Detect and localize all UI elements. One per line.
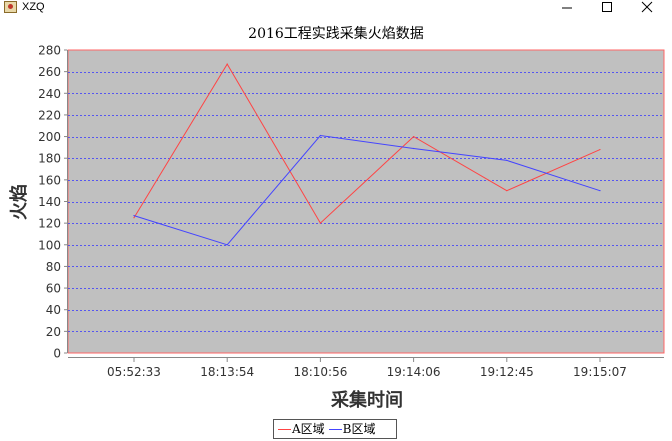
- data-point: [506, 159, 508, 161]
- y-tick-label: 200: [38, 130, 61, 144]
- chart-legend: A区域 B区域: [273, 419, 397, 439]
- legend-label-a: A区域: [292, 422, 325, 436]
- data-point: [599, 190, 601, 192]
- java-app-icon: [4, 1, 17, 13]
- legend-item-a: A区域: [278, 420, 325, 438]
- data-point: [226, 63, 228, 65]
- data-point: [133, 217, 135, 219]
- y-tick-label: 40: [46, 303, 61, 317]
- legend-item-b: B区域: [328, 420, 376, 438]
- close-button[interactable]: [627, 0, 667, 14]
- minimize-icon: [562, 7, 572, 9]
- y-tick-label: 120: [38, 217, 61, 231]
- data-point: [226, 244, 228, 246]
- x-tick-label: 05:52:33: [107, 365, 161, 379]
- window-title: XZQ: [22, 1, 45, 13]
- y-tick-label: 60: [46, 282, 61, 296]
- x-tick-label: 19:15:07: [573, 365, 627, 379]
- legend-label-b: B区域: [342, 422, 376, 436]
- x-tick-label: 18:10:56: [293, 365, 347, 379]
- data-point: [413, 147, 415, 150]
- y-axis-label: 火焰: [8, 184, 30, 220]
- y-tick-label: 20: [46, 325, 61, 339]
- series-line-b: [133, 134, 601, 246]
- y-tick-label: 260: [38, 65, 61, 79]
- y-axis: 0 20 40 60 80 100 120 140 160 180 200 220 240 260 280: [38, 44, 68, 361]
- minimize-button[interactable]: [547, 0, 587, 14]
- series-line-a: [133, 63, 601, 224]
- x-axis: 05:52:33 18:13:54 18:10:56 19:14:06 19:12:45…: [68, 357, 664, 379]
- data-point: [413, 135, 415, 138]
- y-tick-label: 0: [53, 347, 61, 361]
- x-tick-label: 19:14:06: [387, 365, 441, 379]
- maximize-icon: [602, 2, 612, 12]
- series-lines: [133, 63, 601, 246]
- chart-title: 2016工程实践采集火焰数据: [248, 25, 424, 42]
- y-tick-label: 100: [38, 238, 61, 252]
- plot-area: [67, 49, 665, 354]
- y-tick-label: 160: [38, 173, 61, 187]
- x-tick-label: 18:13:54: [200, 365, 254, 379]
- data-point: [506, 190, 508, 192]
- y-tick-label: 140: [38, 195, 61, 209]
- legend-swatch-a: [278, 428, 291, 430]
- grid-lines: [67, 49, 665, 354]
- y-tick-label: 280: [38, 44, 61, 58]
- x-axis-label: 采集时间: [330, 389, 403, 411]
- legend-swatch-b: [328, 428, 342, 430]
- data-point: [599, 148, 601, 151]
- y-tick-label: 220: [38, 108, 61, 122]
- data-point: [133, 214, 135, 217]
- data-point: [319, 134, 321, 137]
- y-tick-label: 80: [46, 260, 61, 274]
- data-point: [319, 222, 321, 224]
- y-tick-label: 180: [38, 152, 61, 166]
- y-tick-label: 240: [38, 87, 61, 101]
- close-icon: [641, 1, 653, 13]
- x-tick-label: 19:12:45: [480, 365, 534, 379]
- maximize-button[interactable]: [587, 0, 627, 14]
- window-titlebar: XZQ: [0, 0, 672, 14]
